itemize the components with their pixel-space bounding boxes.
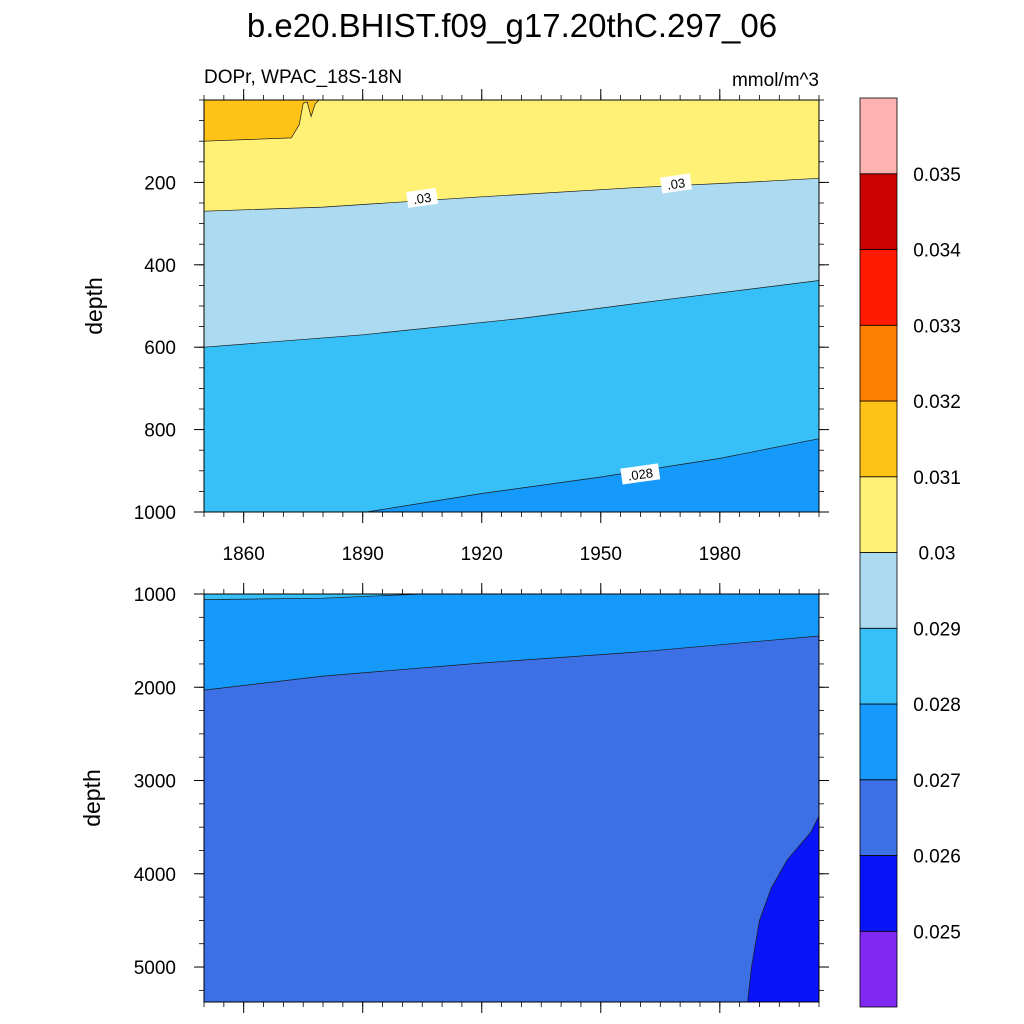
contour-label-text: .03 (666, 175, 686, 192)
y-tick-label: 2000 (134, 678, 176, 699)
colorbar-swatch (859, 324, 898, 402)
contour-line-2 (747, 815, 820, 1003)
x-tick-label: 1980 (699, 544, 741, 565)
colorbar-swatch (859, 627, 898, 705)
contour-line-1 (203, 635, 820, 691)
contour-line-0 (203, 593, 423, 600)
colorbar-swatch (859, 249, 898, 326)
y-tick-label: 800 (144, 421, 176, 442)
bottom-panel-ylabel: depth (79, 769, 105, 827)
colorbar-label: 0.026 (913, 847, 961, 868)
x-tick-label: 1890 (342, 544, 384, 565)
colorbar-label: 0.033 (913, 316, 961, 337)
x-tick-label: 1920 (461, 544, 503, 565)
colorbar-swatch (859, 855, 898, 932)
contour-region-0028 (204, 594, 423, 600)
colorbar-swatch (859, 552, 898, 629)
bottom-panel-frame (203, 593, 820, 1003)
top-panel-plot: 1860 1890 1920 1950 1980 200 400 600 800 1000 .03.… (134, 89, 829, 565)
chart-title: b.e20.BHIST.f09_g17.20thC.297_06 (247, 7, 777, 44)
y-tick-label: 1000 (134, 585, 176, 606)
top-panel-ylabel: depth (81, 277, 107, 335)
x-tick-label: 1950 (580, 544, 622, 565)
colorbar-swatch (859, 779, 898, 856)
subtitle-units: mmol/m^3 (732, 70, 819, 91)
contour-region-0031 (204, 100, 320, 142)
colorbar: 0.025 0.026 0.027 0.028 0.029 0.03 0.031 0.032 0… (859, 97, 961, 1008)
colorbar-swatch (859, 930, 898, 1008)
y-tick-label: 400 (144, 256, 176, 277)
contour-label: .028 (620, 463, 661, 485)
colorbar-label: 0.031 (913, 468, 961, 489)
contour-line-0 (203, 99, 320, 142)
y-tick-label: 600 (144, 338, 176, 359)
colorbar-swatch (859, 173, 898, 250)
contour-region-0025 (747, 816, 819, 1002)
x-tick-label: 1860 (223, 544, 265, 565)
colorbar-label: 0.025 (913, 922, 961, 943)
y-tick-label: 200 (144, 173, 176, 194)
colorbar-label: 0.028 (913, 695, 961, 716)
contour-label: .03 (406, 187, 439, 208)
colorbar-swatch (859, 703, 898, 781)
contour-label-box (406, 187, 439, 208)
contour-line-1 (203, 177, 820, 212)
colorbar-swatch (859, 400, 898, 478)
contour-label-text: .03 (412, 190, 432, 207)
colorbar-label: 0.035 (913, 165, 961, 186)
contour-line-2 (203, 280, 820, 348)
colorbar-label: 0.034 (913, 241, 961, 262)
bottom-panel-plot: 1000 2000 3000 4000 5000 (134, 583, 829, 1013)
colorbar-label: 0.027 (913, 771, 961, 792)
contour-label-box (660, 173, 692, 194)
contour-label-text: .028 (627, 465, 654, 483)
contour-label: .03 (660, 173, 692, 194)
y-tick-label: 1000 (134, 503, 176, 524)
subtitle-left: DOPr, WPAC_18S-18N (204, 67, 402, 88)
colorbar-label: 0.032 (913, 392, 961, 413)
y-tick-label: 4000 (134, 865, 176, 886)
colorbar-label: 0.03 (919, 544, 956, 565)
colorbar-label: 0.029 (913, 619, 961, 640)
y-tick-label: 5000 (134, 958, 176, 979)
contour-region-0027 (204, 594, 819, 691)
colorbar-swatch (859, 97, 898, 175)
y-tick-label: 3000 (134, 772, 176, 793)
colorbar-swatch (859, 476, 898, 553)
contour-line-3 (366, 438, 820, 513)
contour-label-box (620, 463, 661, 485)
